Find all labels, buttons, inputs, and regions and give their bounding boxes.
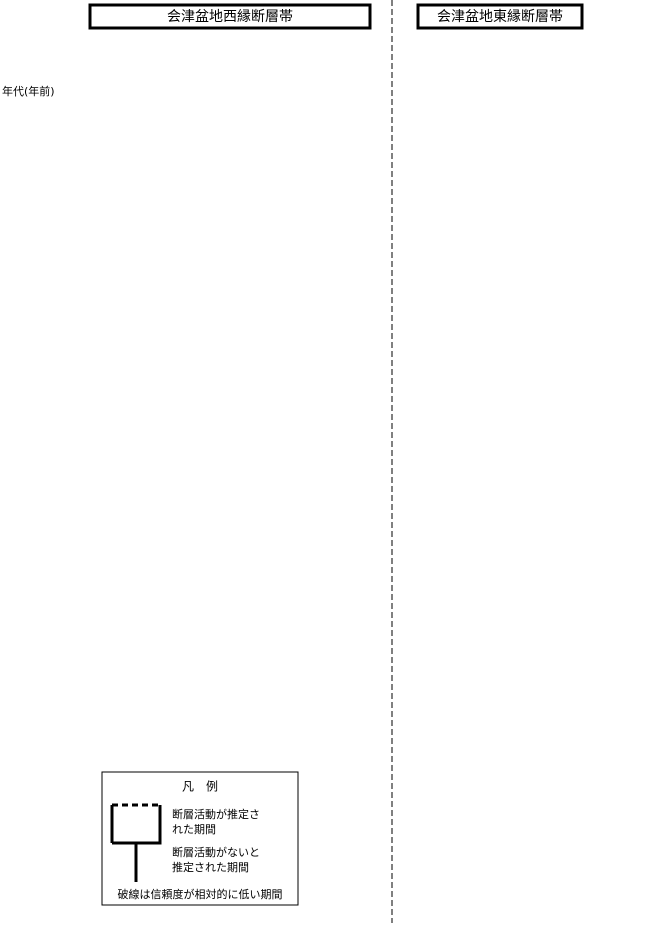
title-box xyxy=(88,3,372,30)
legend-sample xyxy=(110,805,162,845)
west-title: 会津盆地西縁断層帯 xyxy=(167,9,293,25)
title-box xyxy=(416,3,584,30)
legend-text: 断層活動がないと xyxy=(172,845,260,859)
legend-box xyxy=(101,771,299,906)
east-title: 会津盆地東縁断層帯 xyxy=(437,9,563,25)
legend-text: 推定された期間 xyxy=(172,860,249,874)
legend-text: れた期間 xyxy=(172,823,216,836)
legend-note: 破線は信頼度が相対的に低い期間 xyxy=(118,887,283,901)
legend-title: 凡 例 xyxy=(182,780,218,794)
axis-label: 年代(年前) xyxy=(2,84,55,98)
legend-text: 断層活動が推定さ xyxy=(172,807,260,821)
